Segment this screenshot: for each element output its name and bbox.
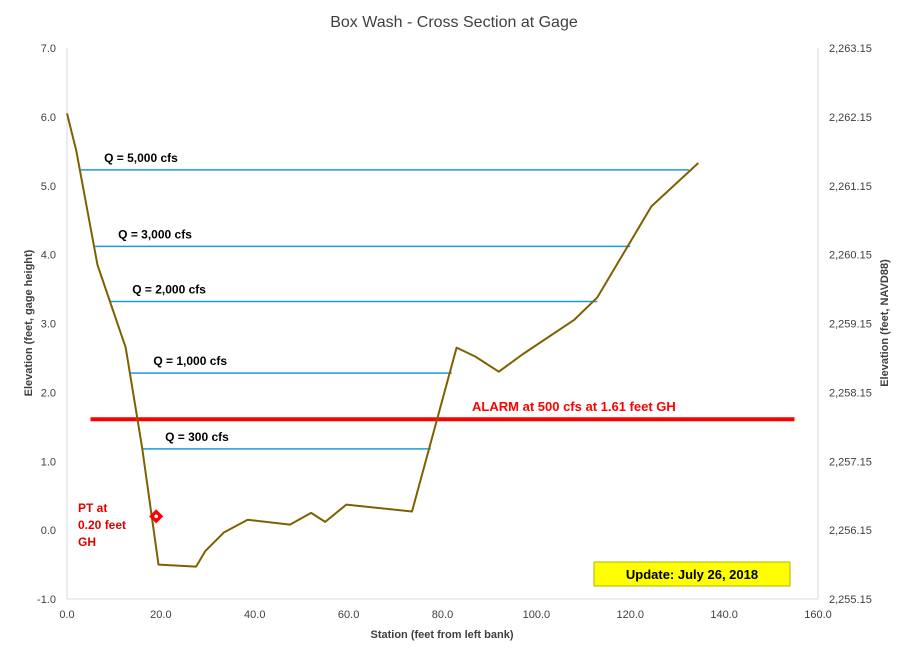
y-tick-label: 5.0 <box>41 181 56 193</box>
y2-tick-label: 2,263.15 <box>829 43 872 55</box>
y2-axis-title: Elevation (feet, NAVD88) <box>879 259 891 387</box>
chart-title: Box Wash - Cross Section at Gage <box>330 14 578 31</box>
y-tick-label: -1.0 <box>37 594 56 606</box>
x-tick-label: 40.0 <box>244 609 265 621</box>
x-tick-label: 80.0 <box>432 609 453 621</box>
x-axis-title: Station (feet from left bank) <box>370 629 513 641</box>
y-tick-label: 0.0 <box>41 525 56 537</box>
y-tick-labels: -1.0 0.0 1.0 2.0 3.0 4.0 5.0 6.0 7.0 <box>37 43 56 606</box>
x-tick-label: 60.0 <box>338 609 359 621</box>
water-level-label: Q = 5,000 cfs <box>104 151 178 165</box>
y2-tick-label: 2,261.15 <box>829 181 872 193</box>
y-tick-label: 3.0 <box>41 319 56 331</box>
y2-tick-label: 2,255.15 <box>829 594 872 606</box>
water-level-lines: Q = 5,000 cfs Q = 3,000 cfs Q = 2,000 cfs Q… <box>81 151 689 450</box>
y2-tick-label: 2,262.15 <box>829 112 872 124</box>
alarm-group: ALARM at 500 cfs at 1.61 feet GH <box>90 399 795 422</box>
pt-label-line: GH <box>78 535 96 549</box>
y-tick-label: 1.0 <box>41 456 56 468</box>
y-tick-label: 2.0 <box>41 387 56 399</box>
y2-tick-label: 2,259.15 <box>829 319 872 331</box>
update-box-background <box>593 561 791 587</box>
update-text: Update: July 26, 2018 <box>626 567 758 582</box>
water-level-label: Q = 1,000 cfs <box>153 354 227 368</box>
pt-label-line: 0.20 feet <box>78 518 126 532</box>
x-tick-labels: 0.0 20.0 40.0 60.0 80.0 100.0 120.0 140.0 160.0 <box>59 609 831 621</box>
x-tick-label: 140.0 <box>710 609 738 621</box>
pt-label-line: PT at <box>78 501 107 515</box>
y-tick-label: 6.0 <box>41 112 56 124</box>
x-tick-label: 20.0 <box>150 609 171 621</box>
water-level-label: Q = 3,000 cfs <box>118 227 192 241</box>
y2-tick-label: 2,258.15 <box>829 387 872 399</box>
x-tick-label: 100.0 <box>523 609 551 621</box>
cross-section-line <box>66 113 699 568</box>
x-tick-label: 160.0 <box>804 609 832 621</box>
y-axis-title: Elevation (feet, gage height) <box>23 249 35 396</box>
water-level-label: Q = 300 cfs <box>165 430 229 444</box>
alarm-label: ALARM at 500 cfs at 1.61 feet GH <box>472 399 676 414</box>
update-box: Update: July 26, 2018 <box>593 561 791 587</box>
axes <box>66 48 819 600</box>
y2-tick-label: 2,256.15 <box>829 525 872 537</box>
water-level-label: Q = 2,000 cfs <box>132 282 206 296</box>
x-tick-label: 0.0 <box>59 609 74 621</box>
y2-tick-label: 2,257.15 <box>829 456 872 468</box>
y-tick-label: 4.0 <box>41 250 56 262</box>
pt-marker-center <box>154 514 158 519</box>
y2-tick-label: 2,260.15 <box>829 250 872 262</box>
y-tick-label: 7.0 <box>41 43 56 55</box>
y2-tick-labels: 2,255.15 2,256.15 2,257.15 2,258.15 2,259.15… <box>829 43 872 606</box>
x-tick-label: 120.0 <box>616 609 644 621</box>
series-group <box>66 113 699 568</box>
pt-group: PT at 0.20 feet GH <box>78 501 164 549</box>
